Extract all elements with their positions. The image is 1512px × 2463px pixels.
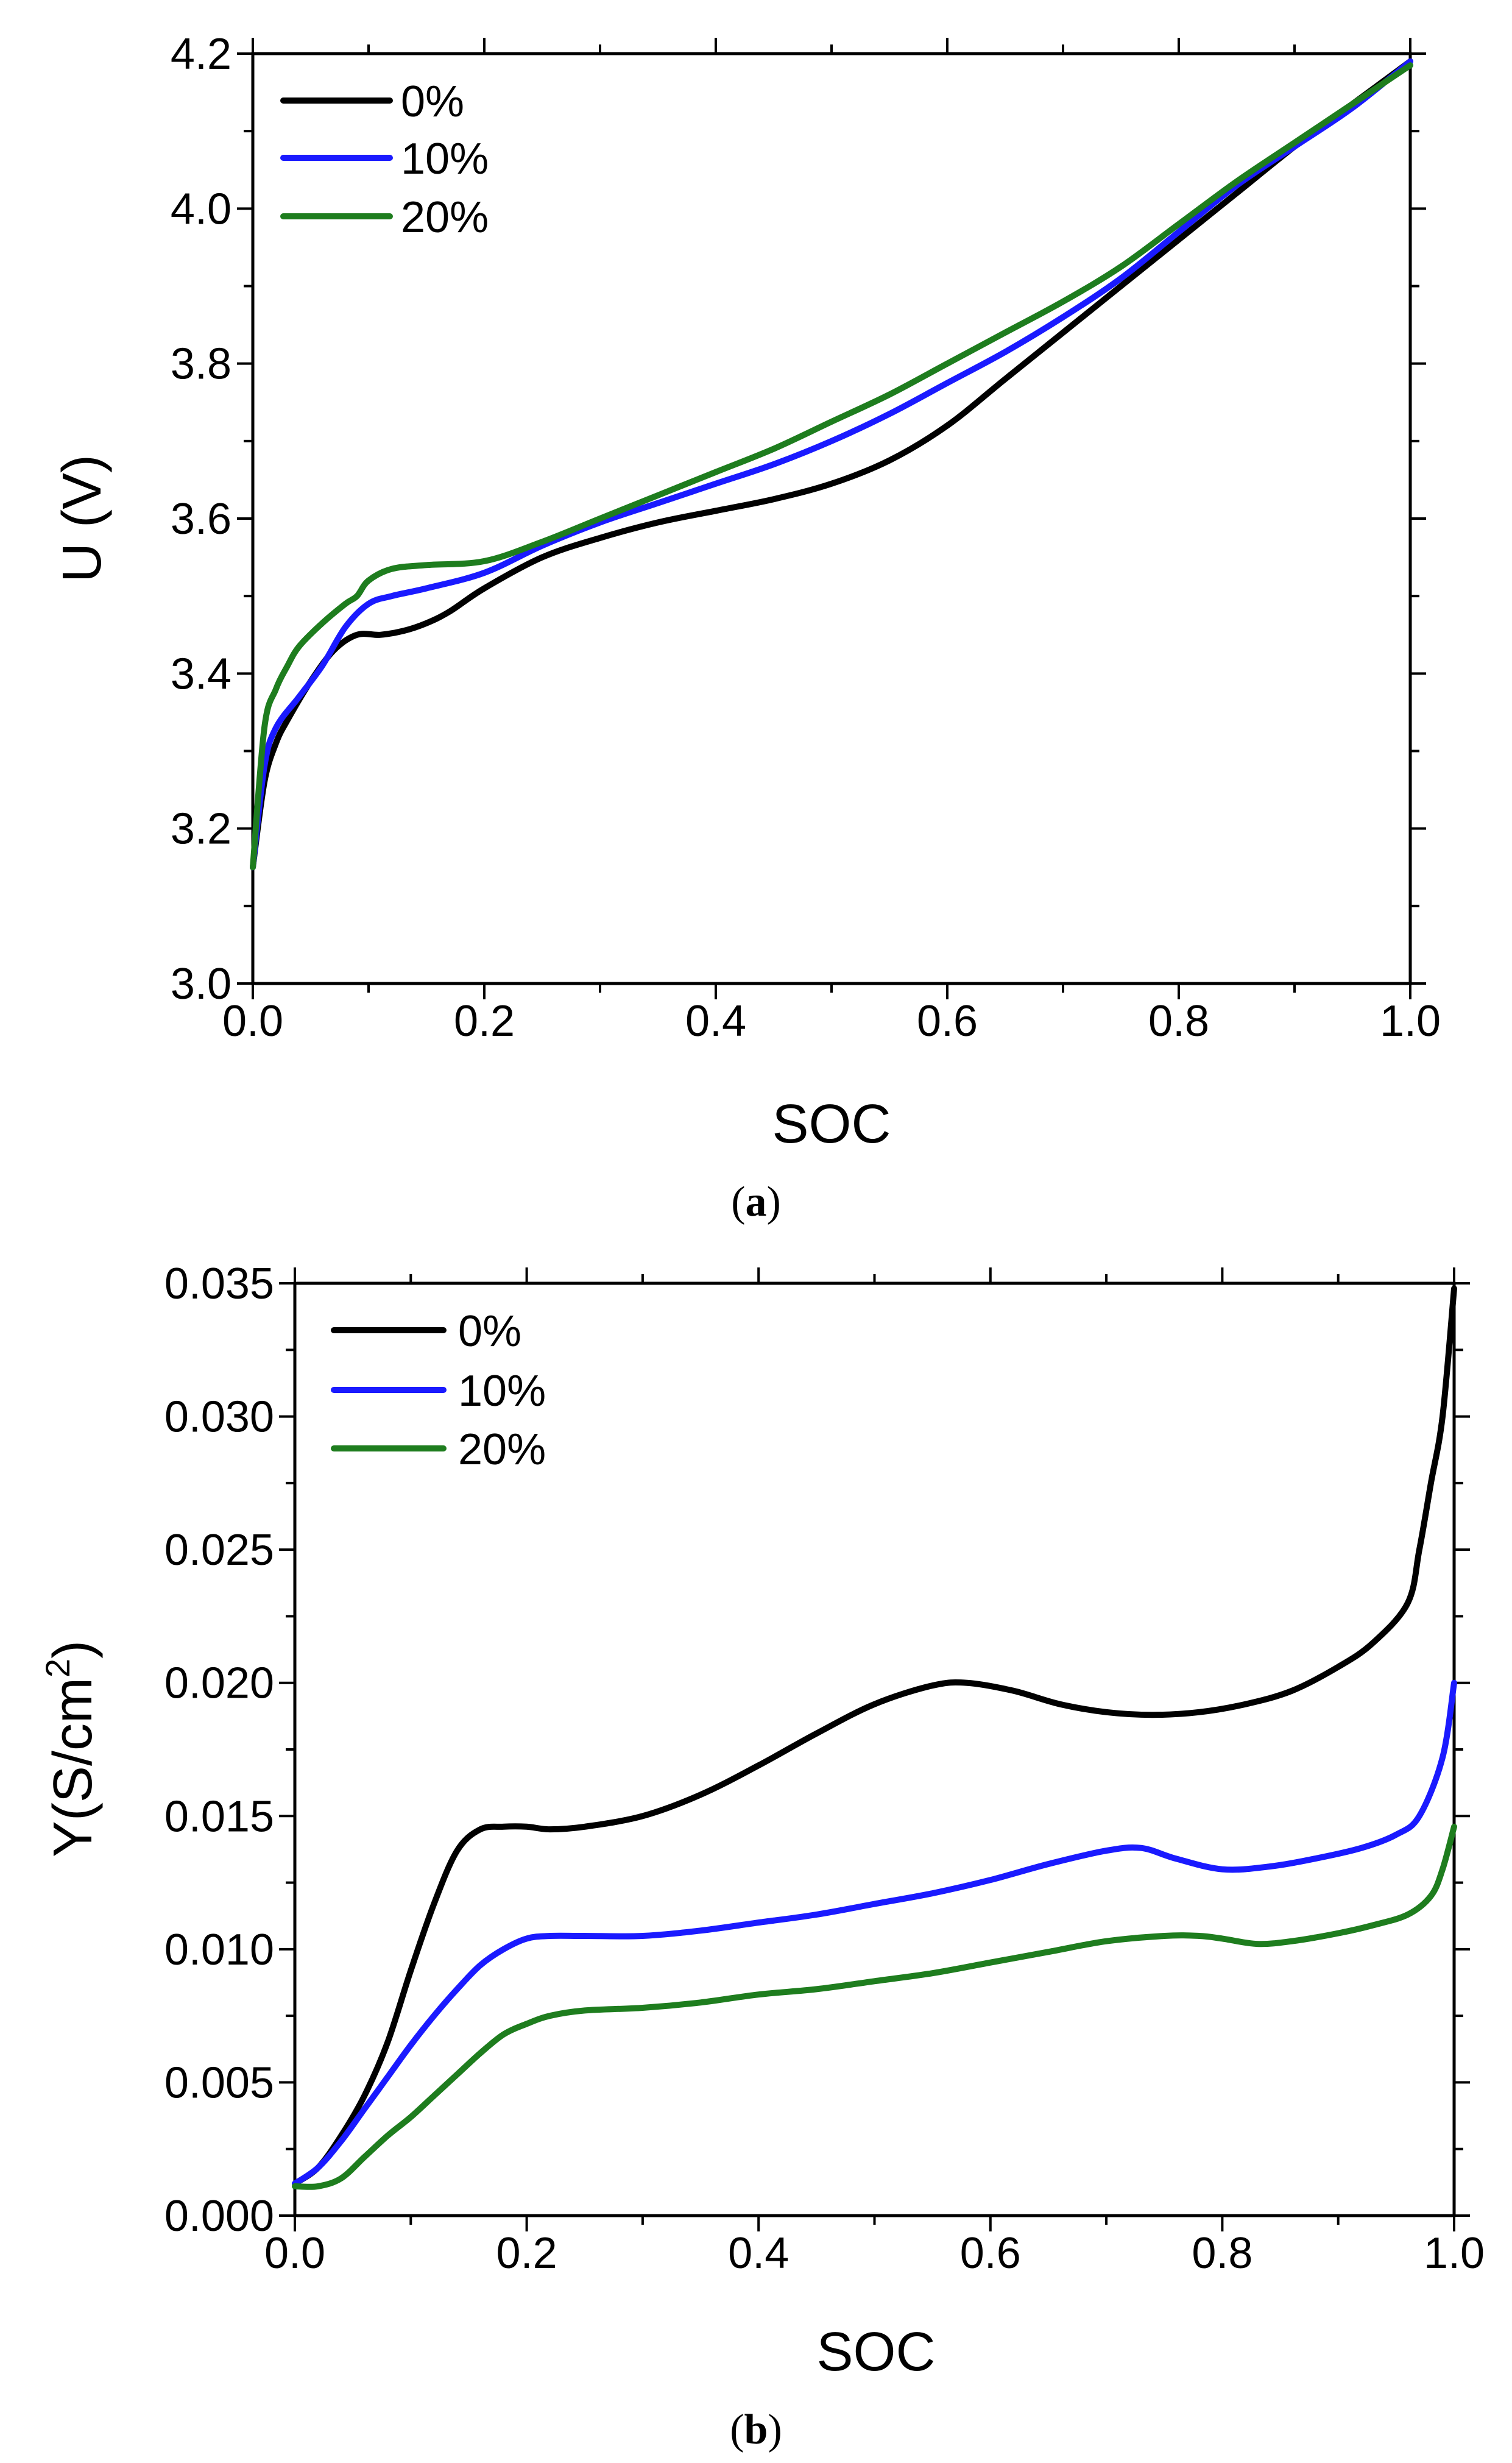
series-line-b-0 xyxy=(292,1285,1457,2187)
x-axis-title-b: SOC xyxy=(816,2322,935,2383)
caption-letter-b: b xyxy=(744,2406,768,2453)
ticks-a xyxy=(237,38,1426,999)
legend-b: 0% 10% 20% xyxy=(331,1307,546,1474)
y-tick-label-b-4: 0.020 xyxy=(164,1659,274,1708)
x-tick-label-a-2: 0.4 xyxy=(685,997,746,1046)
legend-label-b-1: 10% xyxy=(458,1367,546,1416)
caption-b: (b) xyxy=(730,2406,782,2453)
panel-b: 0.0 0.2 0.4 0.6 0.8 1.0 0.000 0.005 0.010 0.015 0.… xyxy=(38,1260,1485,2453)
caption-a: (a) xyxy=(731,1178,781,1225)
tick-labels-b: 0.0 0.2 0.4 0.6 0.8 1.0 0.000 0.005 0.010 0.015 0.… xyxy=(164,1260,1485,2278)
y-tick-label-a-0: 3.0 xyxy=(171,960,231,1008)
y-tick-label-a-5: 4.0 xyxy=(171,185,231,233)
series-line-b-2 xyxy=(292,1823,1457,2190)
y-tick-label-a-6: 4.2 xyxy=(171,30,231,79)
y-axis-title-a: U (V) xyxy=(52,455,113,583)
ticks-b xyxy=(279,1267,1470,2231)
legend-label-b-2: 20% xyxy=(458,1425,546,1474)
y-axis-title-b-main: Y(S/cm xyxy=(43,1678,104,1857)
y-tick-label-b-3: 0.015 xyxy=(164,1792,274,1841)
x-tick-label-a-4: 0.8 xyxy=(1148,997,1209,1046)
y-tick-label-a-4: 3.8 xyxy=(171,340,231,389)
curves-b xyxy=(292,1285,1457,2190)
y-tick-label-b-0: 0.000 xyxy=(164,2192,274,2241)
legend-label-a-2: 20% xyxy=(401,193,489,242)
series-line-a-1 xyxy=(250,58,1413,871)
legend-label-b-0: 0% xyxy=(458,1307,521,1356)
y-tick-label-a-1: 3.2 xyxy=(171,805,231,854)
x-tick-label-b-4: 0.8 xyxy=(1192,2229,1252,2278)
x-tick-label-b-2: 0.4 xyxy=(728,2229,789,2278)
y-tick-label-a-3: 3.6 xyxy=(171,495,231,544)
y-axis-title-b-close: ) xyxy=(43,1640,104,1659)
tick-labels-a: 0.0 0.2 0.4 0.6 0.8 1.0 3.0 3.2 3.4 3.6 3.8 4.0 4.2 xyxy=(171,30,1441,1046)
x-tick-label-a-5: 1.0 xyxy=(1380,997,1441,1046)
caption-letter-a: a xyxy=(746,1178,767,1225)
x-tick-label-a-0: 0.0 xyxy=(222,997,283,1046)
y-tick-label-b-2: 0.010 xyxy=(164,1926,274,1974)
y-axis-title-b: Y(S/cm2) xyxy=(38,1640,104,1857)
x-tick-label-a-3: 0.6 xyxy=(917,997,978,1046)
legend-a: 0% 10% 20% xyxy=(280,77,489,242)
plot-frame-b xyxy=(293,1281,1456,2217)
x-tick-label-a-1: 0.2 xyxy=(454,997,515,1046)
y-tick-label-a-2: 3.4 xyxy=(171,650,231,698)
x-tick-label-b-1: 0.2 xyxy=(496,2229,557,2278)
curves-a xyxy=(250,58,1413,871)
x-axis-title-a: SOC xyxy=(772,1094,891,1155)
y-tick-label-b-6: 0.030 xyxy=(164,1393,274,1442)
y-tick-label-b-1: 0.005 xyxy=(164,2058,274,2107)
x-tick-label-b-0: 0.0 xyxy=(264,2229,325,2278)
x-tick-label-b-5: 1.0 xyxy=(1424,2229,1485,2278)
x-tick-label-b-3: 0.6 xyxy=(960,2229,1021,2278)
panel-a: 0.0 0.2 0.4 0.6 0.8 1.03.03.23.43.63.84.04.2 … xyxy=(52,30,1441,1225)
legend-label-a-0: 0% xyxy=(401,77,464,126)
legend-label-a-1: 10% xyxy=(401,135,489,183)
series-line-b-1 xyxy=(292,1679,1457,2187)
y-axis-title-b-superscript: 2 xyxy=(38,1659,77,1678)
y-tick-label-b-5: 0.025 xyxy=(164,1526,274,1575)
y-tick-label-b-7: 0.035 xyxy=(164,1260,274,1308)
series-line-a-2 xyxy=(250,62,1413,871)
